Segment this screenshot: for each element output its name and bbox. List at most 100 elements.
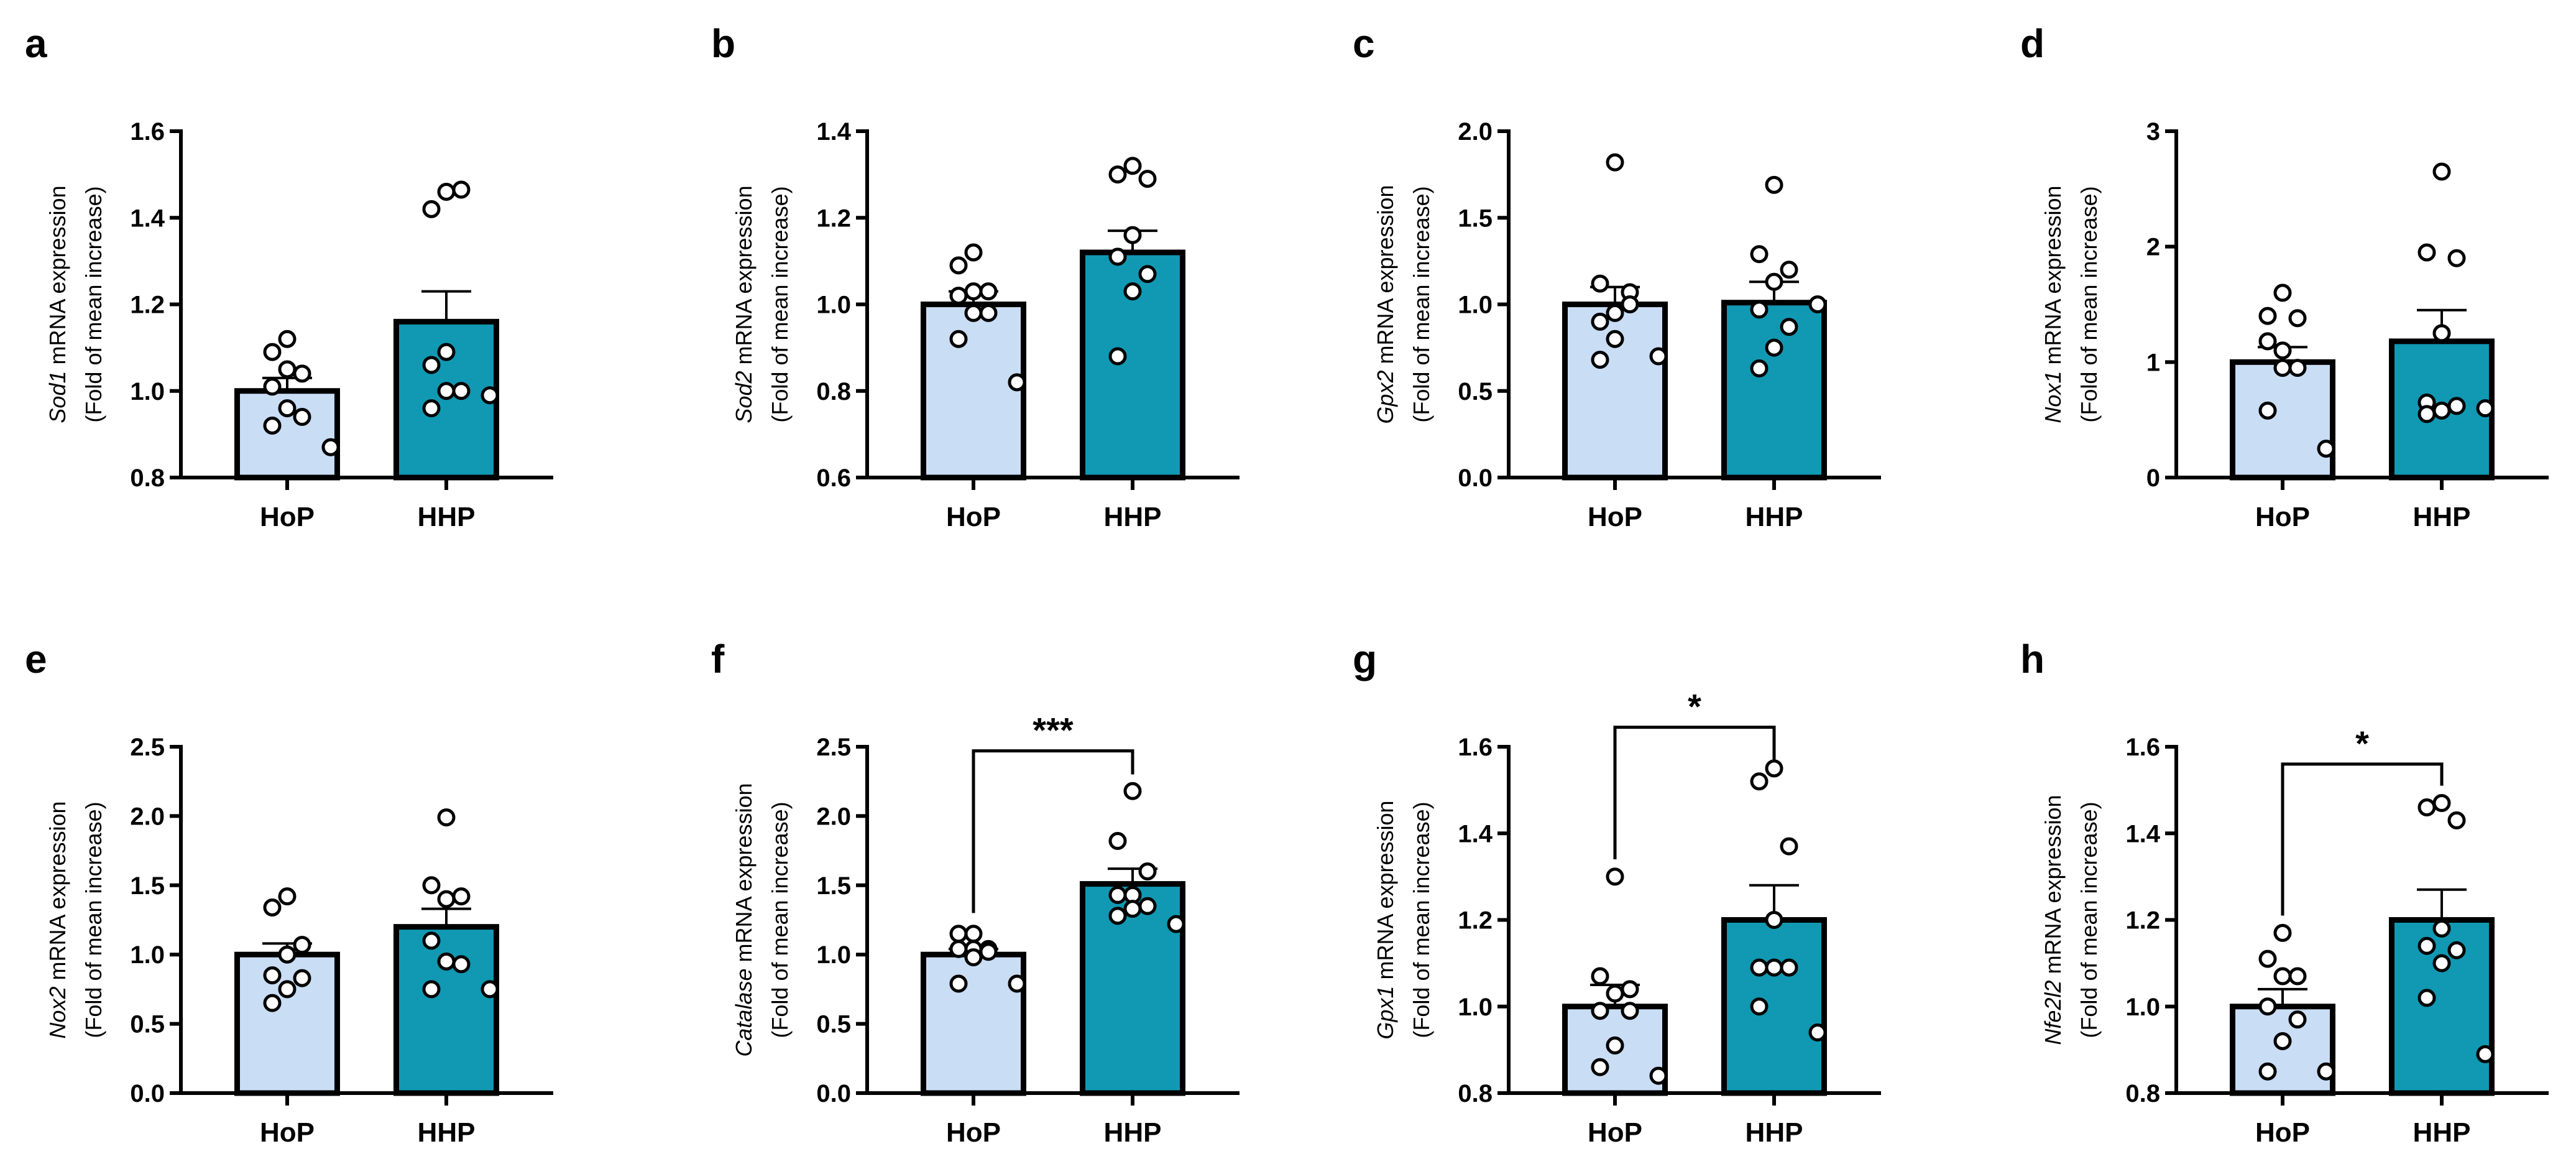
bar-HoP (2230, 359, 2335, 481)
panel-label: b (711, 21, 735, 66)
y-tick-label: 0.5 (816, 1011, 851, 1038)
data-point-HoP (2317, 440, 2335, 458)
panel-c: c Gpx2 mRNA expression (Fold of mean incre… (1353, 21, 1881, 532)
y-axis-title-suffix: mRNA expression (1373, 185, 1398, 370)
x-tick-label-HHP: HHP (1746, 1117, 1803, 1148)
data-point-HHP (422, 980, 441, 999)
data-point-HHP (1123, 157, 1142, 175)
data-point-HoP (2273, 341, 2292, 360)
data-point-HoP (964, 925, 983, 943)
y-axis-title: Nfe2l2 mRNA expression (2040, 795, 2066, 1045)
data-point-HHP (1808, 295, 1827, 313)
data-point-HHP (1765, 911, 1783, 929)
data-point-HoP (1606, 303, 1624, 322)
y-tick-label: 0.0 (130, 1080, 165, 1107)
y-tick-label: 0.5 (130, 1011, 165, 1038)
panel-label: d (2020, 21, 2045, 66)
data-point-HoP (2273, 359, 2292, 377)
data-point-HoP (964, 303, 983, 322)
data-point-HHP (1765, 338, 1783, 357)
data-point-HoP (1649, 1066, 1668, 1085)
data-point-HHP (452, 887, 471, 906)
data-point-HHP (2417, 243, 2436, 262)
data-point-HHP (2417, 989, 2436, 1007)
data-point-HoP (2258, 949, 2277, 968)
y-tick-label: 0.8 (816, 378, 851, 405)
data-point-HoP (1008, 373, 1026, 392)
data-point-HHP (1167, 915, 1185, 933)
data-point-HoP (263, 343, 282, 361)
data-point-HHP (1108, 165, 1127, 184)
data-point-HHP (481, 980, 499, 999)
y-axis-title-suffix: mRNA expression (1373, 800, 1398, 986)
y-axis-title-suffix: mRNA expression (45, 801, 70, 986)
panel-d: d Nox1 mRNA expression (Fold of mean incre… (2020, 21, 2549, 532)
y-tick-label: 1.4 (816, 118, 851, 145)
panel-label: e (25, 637, 47, 681)
data-point-HoP (949, 974, 968, 993)
data-point-HoP (1621, 1002, 1639, 1020)
data-point-HoP (278, 330, 297, 348)
data-point-HHP (1750, 245, 1769, 264)
data-point-HoP (278, 945, 297, 964)
data-point-HoP (1591, 312, 1609, 331)
y-axis-title-line2: (Fold of mean increase) (1409, 801, 1434, 1038)
data-point-HoP (979, 303, 998, 322)
panel-f: f Catalase mRNA expression (Fold of mean i… (711, 637, 1240, 1148)
y-axis-title-gene: Nox1 (2040, 371, 2066, 423)
y-tick-label: 1.0 (1458, 292, 1493, 319)
data-point-HoP (293, 408, 311, 427)
data-point-HoP (1591, 274, 1609, 293)
data-point-HoP (2288, 309, 2307, 328)
y-tick-label: 1.0 (816, 292, 851, 319)
data-point-HoP (964, 948, 983, 967)
y-tick-label: 2.5 (130, 734, 165, 761)
data-point-HHP (437, 952, 456, 971)
x-tick-label-HoP: HoP (260, 502, 315, 532)
y-axis-title-line2: (Fold of mean increase) (2076, 801, 2102, 1038)
x-tick-label-HoP: HoP (260, 1117, 315, 1148)
y-tick-label: 1.4 (1458, 820, 1493, 847)
data-point-HHP (2432, 919, 2451, 938)
x-tick-label-HHP: HHP (418, 502, 476, 532)
data-point-HHP (2447, 811, 2466, 829)
significance-bracket (972, 749, 1134, 913)
data-point-HoP (949, 256, 968, 275)
panel-label: c (1353, 21, 1375, 66)
panel-g: g Gpx1 mRNA expression (Fold of mean incre… (1353, 637, 1881, 1148)
data-point-HHP (1108, 347, 1127, 366)
x-tick-label-HoP: HoP (2255, 502, 2310, 532)
data-point-HHP (1123, 226, 1142, 244)
y-tick-label: 2.5 (816, 734, 851, 761)
data-point-HHP (1750, 300, 1769, 319)
data-point-HHP (1123, 900, 1142, 918)
data-point-HHP (422, 931, 441, 950)
y-tick-label: 1.0 (2125, 994, 2160, 1021)
data-point-HoP (278, 980, 297, 999)
data-point-HHP (1138, 265, 1157, 284)
data-point-HHP (1750, 772, 1769, 791)
data-point-HHP (2432, 401, 2451, 420)
data-point-HoP (278, 360, 297, 379)
y-axis-title: Gpx2 mRNA expression (1373, 185, 1398, 423)
x-tick-label-HHP: HHP (1104, 502, 1162, 532)
y-tick-label: 0 (2146, 464, 2160, 492)
bar-HoP (921, 951, 1026, 1096)
y-tick-label: 1.4 (130, 205, 165, 232)
data-point-HHP (2447, 941, 2466, 959)
y-axis-title-line2: (Fold of mean increase) (81, 801, 106, 1038)
y-tick-label: 0.0 (1458, 464, 1493, 492)
significance-bracket (1613, 726, 1776, 860)
y-tick-label: 2 (2146, 234, 2160, 261)
significance-label: * (1688, 687, 1701, 726)
x-tick-label-HHP: HHP (1104, 1117, 1162, 1148)
data-point-HHP (1108, 247, 1127, 266)
data-point-HoP (1591, 1058, 1609, 1076)
data-point-HoP (2258, 332, 2277, 351)
data-point-HHP (1138, 862, 1157, 881)
data-point-HoP (979, 943, 998, 961)
panel-b: b Sod2 mRNA expression (Fold of mean incre… (711, 21, 1240, 532)
y-axis-title-line2: (Fold of mean increase) (2076, 186, 2102, 422)
data-point-HHP (437, 890, 456, 908)
